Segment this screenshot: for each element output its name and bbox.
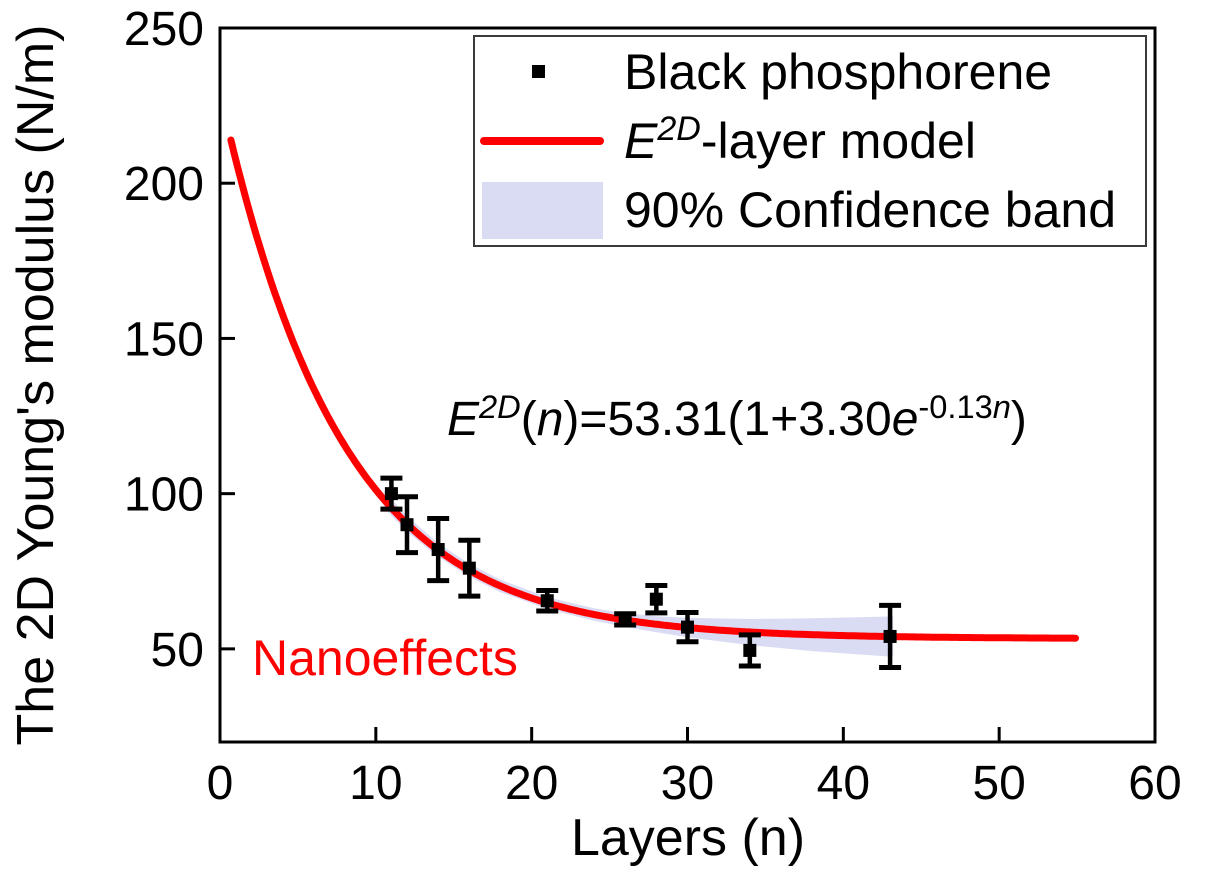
y-tick-label: 50	[151, 624, 204, 677]
x-axis-title: Layers (n)	[570, 809, 806, 867]
data-point-marker	[618, 612, 632, 626]
plot-frame	[218, 26, 1157, 744]
legend-label: E2D-layer model	[624, 112, 976, 169]
data-point-marker	[431, 543, 445, 557]
x-tick-label: 20	[505, 757, 558, 810]
model-curve	[227, 136, 1079, 642]
legend-item-black-phosphorene: Black phosphorene	[475, 38, 1145, 106]
data-point-marker	[400, 518, 414, 532]
data-point-marker	[883, 629, 897, 643]
data-point-marker	[384, 487, 398, 501]
y-tick-label: 200	[124, 158, 204, 211]
y-axis-title: The 2D Young's modulus (N/m)	[7, 24, 65, 746]
equation-exponent-n: n	[992, 388, 1011, 426]
x-tick-label: 50	[972, 757, 1025, 810]
data-point-marker	[540, 594, 554, 608]
legend: Black phosphorene E2D-layer model 90% Co…	[473, 35, 1147, 247]
legend-item-model-line: E2D-layer model	[475, 107, 1145, 175]
legend-label: 90% Confidence band	[624, 182, 1117, 239]
y-tick-label: 250	[124, 3, 204, 56]
x-tick-label: 30	[661, 757, 714, 810]
equation-exponent-coef: -0.13	[918, 388, 993, 426]
x-tick-label: 0	[207, 757, 234, 810]
equation-e: e	[891, 393, 919, 446]
equation-exponent: -0.13n	[918, 388, 1011, 425]
data-point-marker	[681, 620, 694, 634]
equation-n: n	[536, 393, 564, 446]
legend-symbol-cell	[475, 136, 624, 145]
equation-open-paren: (	[520, 393, 537, 446]
x-tick-label: 10	[349, 757, 402, 810]
data-point-marker	[462, 561, 476, 575]
data-point-marker	[743, 643, 757, 657]
y-tick-label: 150	[124, 313, 204, 366]
equation-body: )=53.31(1+3.30	[563, 393, 892, 446]
equation-close-paren: )	[1010, 393, 1027, 446]
confidence-band-swatch-icon	[482, 181, 603, 239]
legend-item-confidence-band: 90% Confidence band	[475, 176, 1145, 244]
equation-superscript-2D: 2D	[479, 388, 521, 426]
red-line-marker-icon	[480, 136, 604, 145]
equation-E: E	[447, 393, 480, 446]
legend-label-E: E	[624, 112, 658, 169]
x-tick-label: 60	[1128, 757, 1181, 810]
legend-label-superscript: 2D	[657, 110, 701, 149]
legend-label-rest: -layer model	[700, 112, 976, 169]
y-tick-label: 100	[124, 469, 204, 522]
equation-annotation: E2D(n)=53.31(1+3.30e-0.13n)	[447, 388, 1027, 447]
data-point-marker	[649, 592, 663, 606]
legend-label: Black phosphorene	[624, 43, 1053, 100]
legend-symbol-cell	[475, 181, 624, 239]
nanoeffects-label: Nanoeffects	[252, 630, 518, 686]
black-square-marker-icon	[532, 65, 545, 79]
legend-symbol-cell	[475, 65, 624, 79]
x-tick-label: 40	[817, 757, 870, 810]
